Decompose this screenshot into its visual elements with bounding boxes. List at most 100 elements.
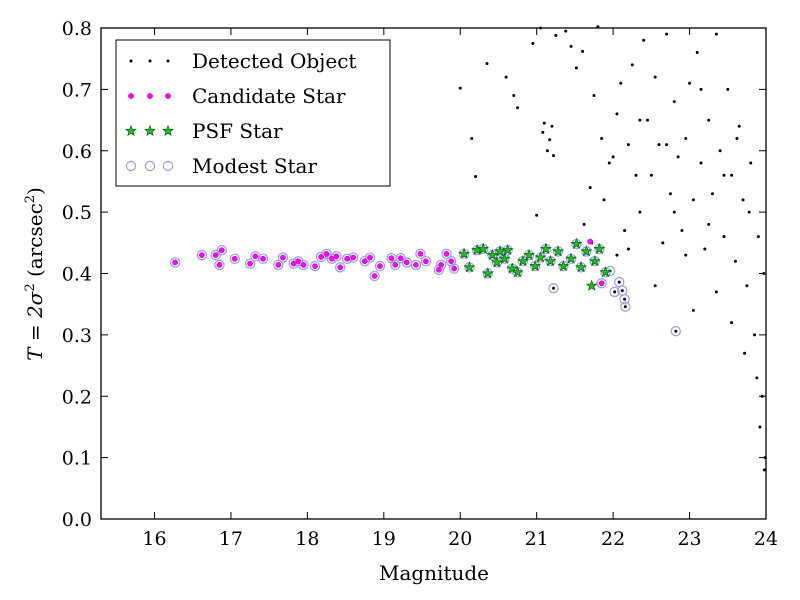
detected-object-point (545, 149, 549, 153)
y-tick-label: 0.2 (62, 386, 92, 408)
detected-object-point (642, 38, 646, 42)
psf-star-point (599, 266, 612, 278)
candidate-star-point (328, 255, 335, 262)
candidate-star-point (377, 263, 383, 269)
candidate-star-point (344, 255, 350, 262)
detected-object-point (695, 51, 699, 55)
detected-object-point (691, 198, 695, 202)
psf-star-point (463, 261, 476, 273)
psf-star-point (458, 247, 470, 259)
legend-marker-modest-star (125, 160, 137, 172)
psf-star-point (552, 245, 564, 257)
modest-star-point (309, 260, 321, 272)
y-tick-label: 0.8 (62, 18, 92, 40)
x-tick-label: 22 (601, 528, 625, 550)
modest-star-point (315, 251, 327, 263)
psf-star-point (557, 259, 570, 272)
legend-marker-modest-star (162, 160, 174, 172)
detected-object-point (541, 130, 545, 134)
psf-star-point (486, 248, 499, 261)
candidate-star-point (451, 265, 457, 272)
candidate-star-point (216, 262, 223, 268)
detected-object-point (674, 329, 678, 333)
series-psf-star (458, 237, 612, 291)
detected-object-point (714, 32, 718, 36)
modest-star-point (214, 259, 225, 271)
x-tick-label: 19 (372, 528, 396, 550)
x-axis-title: Magnitude (379, 561, 489, 585)
detected-object-point (596, 25, 600, 29)
detected-object-point (474, 175, 478, 179)
legend-marker-psf-star (144, 124, 156, 137)
detected-object-point (741, 198, 745, 202)
candidate-star-point (318, 254, 324, 260)
modest-star-point (670, 325, 682, 337)
detected-object-point (753, 333, 757, 337)
detected-object-point (726, 87, 730, 91)
y-axis-title-unit-open: (arcsec (23, 203, 47, 283)
psf-star-point (580, 245, 593, 257)
candidate-star-point (295, 258, 302, 265)
modest-star-point (335, 262, 346, 273)
series-modest-star (169, 238, 682, 337)
detected-object-point (672, 100, 676, 104)
legend-label-candidate-star: Candidate Star (192, 84, 346, 108)
modest-star-point (609, 286, 620, 298)
detected-object-point (668, 192, 672, 196)
detected-object-point (638, 210, 642, 214)
y-tick-label: 0.1 (62, 448, 92, 470)
detected-object-point (699, 87, 703, 91)
modest-star-point (216, 244, 227, 256)
modest-star-point (441, 248, 452, 260)
detected-object-point (574, 66, 578, 70)
detected-object-point (707, 118, 711, 122)
legend-marker-detected-object (129, 59, 133, 63)
psf-star-point (544, 255, 557, 267)
psf-star-point (481, 267, 494, 279)
candidate-star-point (388, 255, 395, 262)
detected-object-point (707, 222, 711, 226)
y-tick-label: 0.0 (62, 509, 92, 531)
detected-object-point (730, 173, 734, 177)
detected-object-point (615, 112, 619, 116)
legend-marker-psf-star (162, 124, 174, 137)
detected-object-point (638, 118, 642, 122)
legend-label-detected-object: Detected Object (192, 49, 356, 73)
detected-object-point (665, 143, 669, 147)
candidate-star-point (413, 262, 419, 268)
detected-object-point (504, 75, 508, 79)
detected-object-point (722, 173, 726, 177)
y-axis: 0.0 0.1 0.2 0.3 0.4 0.5 0.6 0.7 0.8 (62, 18, 766, 531)
detected-object-point (653, 75, 657, 79)
x-tick-label: 21 (525, 528, 549, 550)
detected-object-point (649, 173, 653, 177)
candidate-star-point (323, 251, 330, 257)
detected-object-point (755, 376, 759, 380)
modest-star-point (448, 263, 460, 274)
y-axis-title: T = 2σ2 (arcsec2) (23, 187, 47, 361)
candidate-star-point (231, 255, 238, 262)
psf-star-point (523, 248, 535, 261)
modest-star-point (250, 251, 261, 262)
modest-star-point (359, 256, 370, 267)
detected-object-point (680, 229, 684, 233)
candidate-star-point (392, 262, 399, 268)
detected-object-point (550, 124, 554, 128)
y-tick-label: 0.6 (62, 141, 92, 163)
detected-object-point (630, 63, 634, 67)
detected-object-point (699, 161, 703, 165)
candidate-star-point (212, 252, 219, 258)
legend-marker-candidate-star (147, 93, 153, 99)
detected-object-point (745, 284, 749, 288)
detected-object-point (581, 49, 585, 53)
candidate-star-point (598, 280, 605, 287)
x-tick-label: 18 (295, 528, 319, 550)
psf-star-point (498, 252, 511, 264)
candidate-star-point (275, 262, 282, 268)
detected-object-point (592, 94, 596, 98)
candidate-star-point (367, 254, 373, 261)
y-axis-title-prefix: T = 2σ (23, 290, 47, 361)
candidate-star-point (172, 259, 178, 266)
detected-object-point (512, 94, 516, 98)
modest-star-point (390, 259, 401, 271)
